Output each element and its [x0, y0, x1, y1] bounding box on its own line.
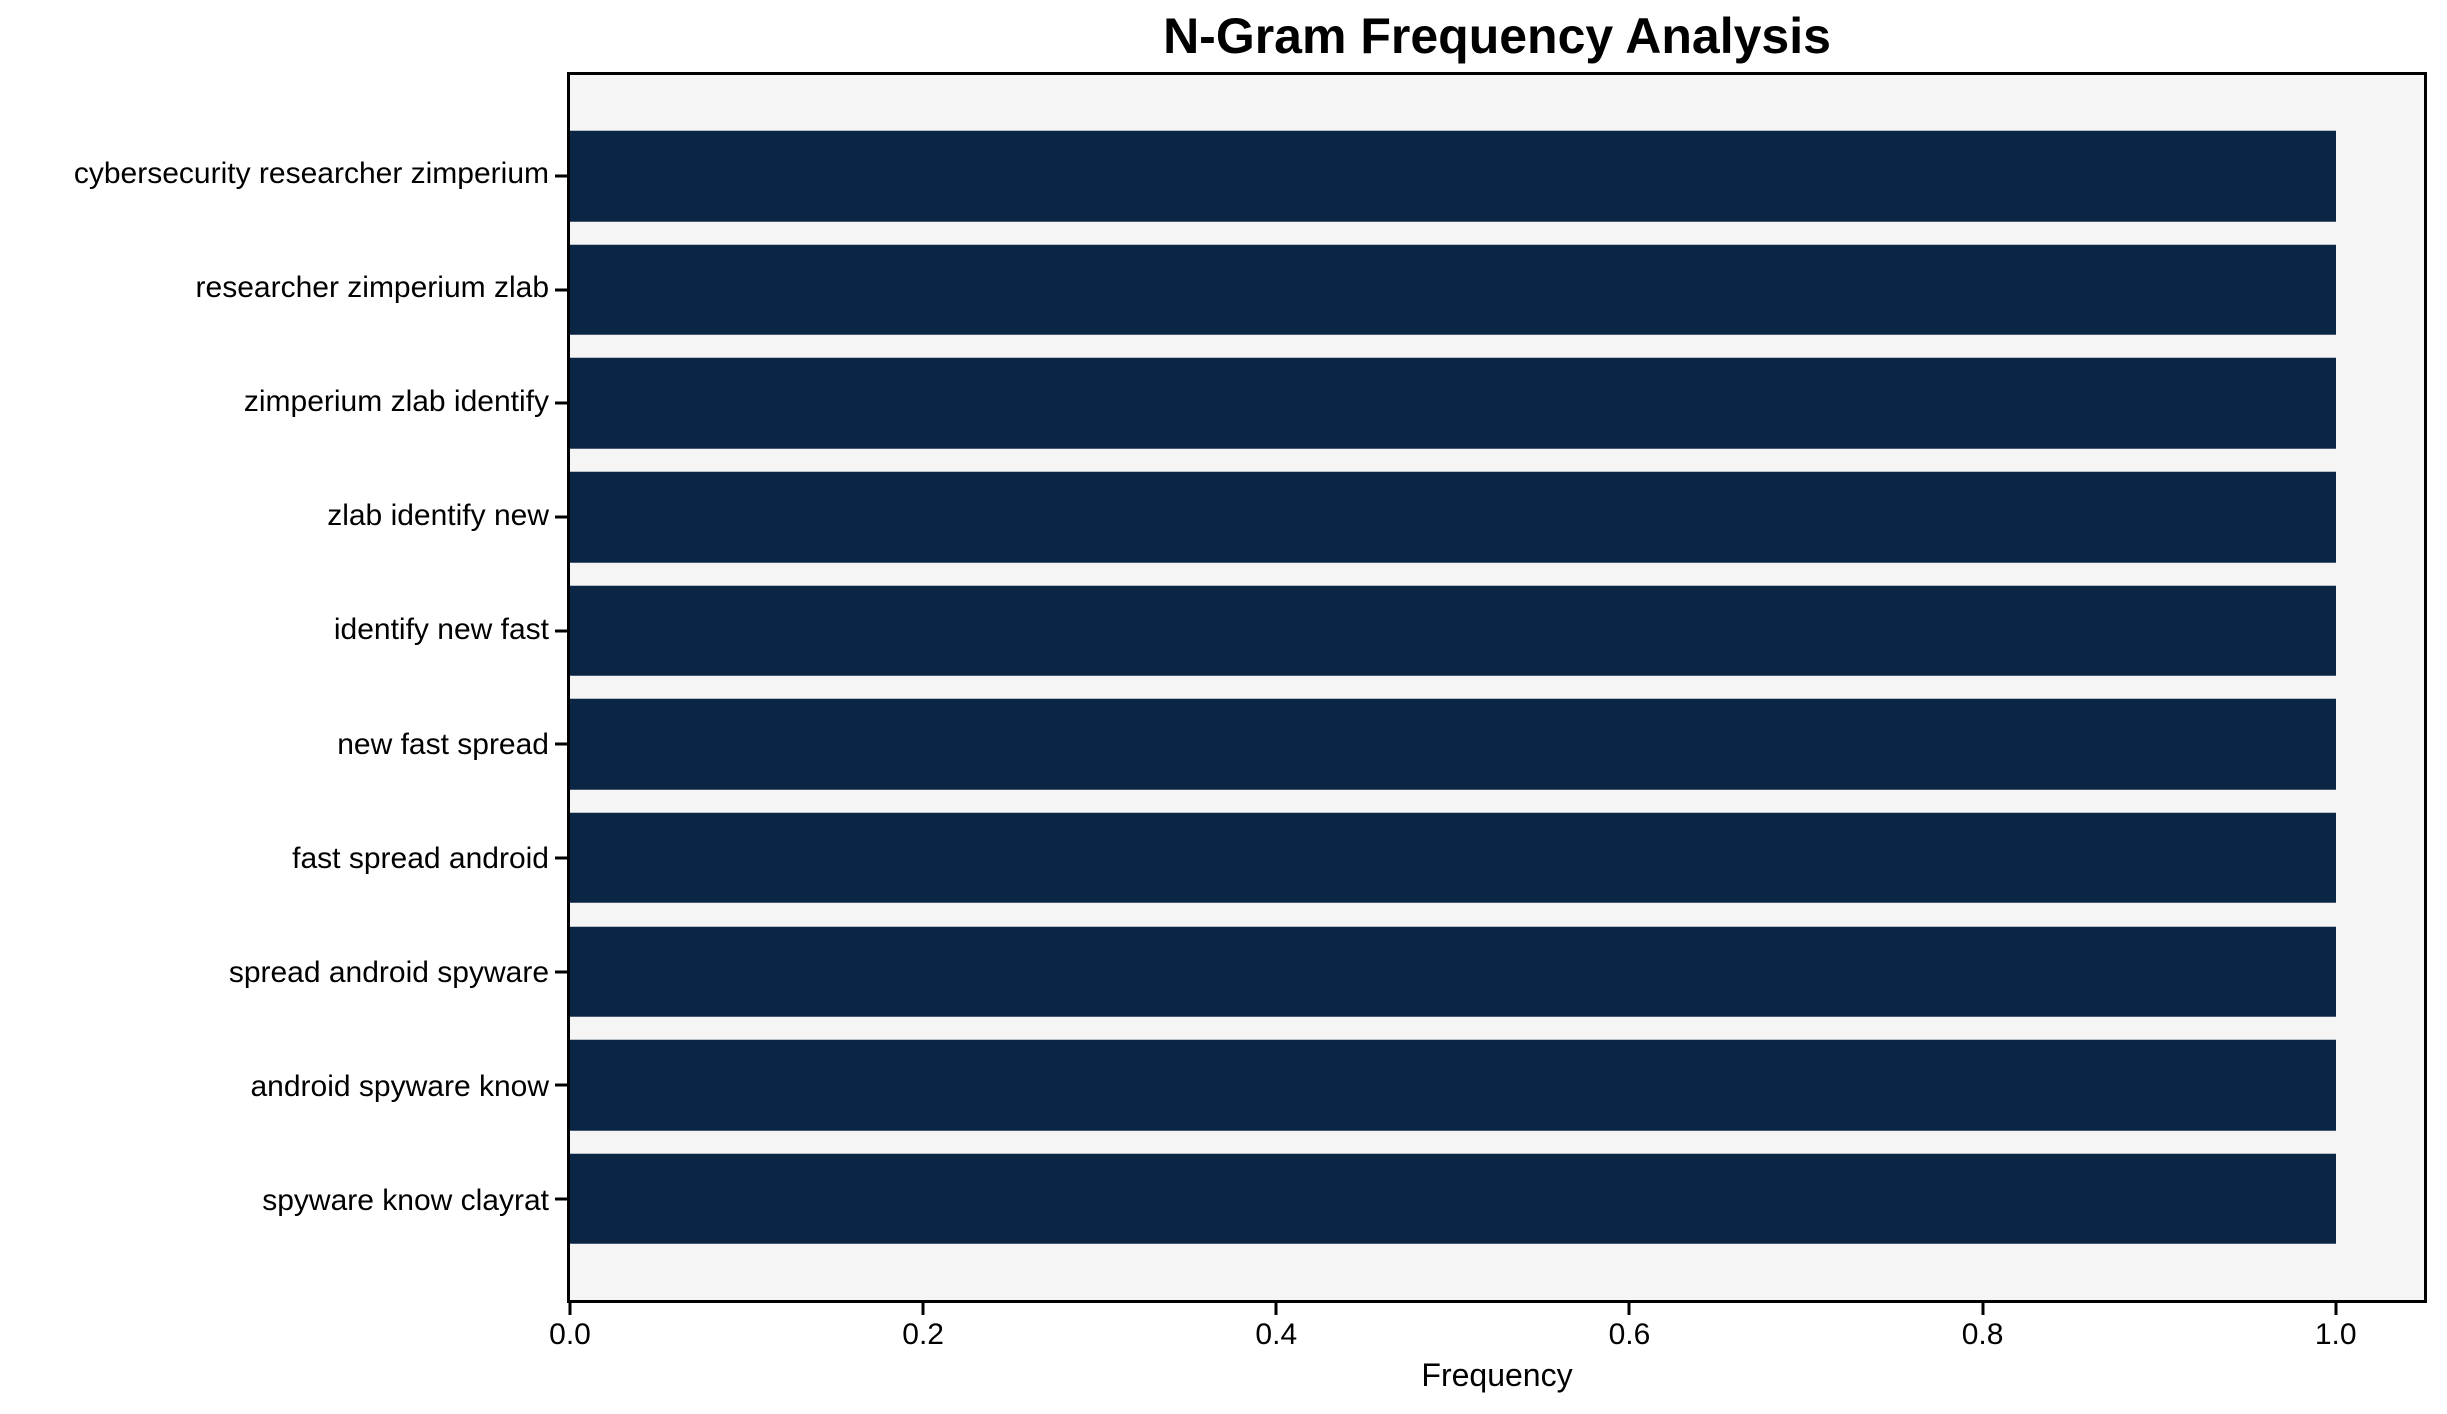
- y-tick-mark: [555, 515, 567, 519]
- y-tick-mark: [555, 742, 567, 746]
- chart-title: N-Gram Frequency Analysis: [1163, 8, 1831, 64]
- y-tick-label: spyware know clayrat: [262, 1184, 549, 1218]
- y-tick-mark: [555, 1197, 567, 1201]
- x-axis-label: Frequency: [1421, 1357, 1573, 1393]
- x-tick-label: 1.0: [2314, 1318, 2357, 1351]
- bar: [570, 585, 2336, 676]
- y-tick-mark: [555, 856, 567, 860]
- y-tick-mark: [555, 1083, 567, 1087]
- bar: [570, 358, 2336, 449]
- x-tick-mark: [568, 1303, 572, 1315]
- y-axis: cybersecurity researcher zimperium resear…: [0, 72, 549, 1303]
- y-tick-label: zlab identify new: [327, 499, 549, 533]
- bar: [570, 130, 2336, 222]
- y-tick-label: cybersecurity researcher zimperium: [73, 156, 549, 190]
- x-tick-mark: [1981, 1303, 1985, 1315]
- bar: [570, 244, 2336, 335]
- x-tick-mark: [921, 1303, 925, 1315]
- y-tick-mark: [555, 174, 567, 178]
- x-tick-mark: [1274, 1303, 1278, 1315]
- bar: [570, 1153, 2336, 1245]
- x-tick-label: 0.4: [1255, 1318, 1298, 1351]
- x-tick-mark: [2334, 1303, 2338, 1315]
- y-tick-label: android spyware know: [250, 1070, 550, 1104]
- y-tick-label: spread android spyware: [228, 956, 549, 990]
- x-tick-label: 0.6: [1608, 1318, 1651, 1351]
- x-tick-mark: [1627, 1303, 1631, 1315]
- y-tick-label: zimperium zlab identify: [243, 384, 549, 418]
- plot-area: 0.0 0.2 0.4 0.6 0.8 1.0: [549, 72, 2427, 1351]
- y-tick-label: fast spread android: [292, 841, 549, 875]
- bar: [570, 1040, 2336, 1131]
- x-tick-label: 0.2: [902, 1318, 944, 1351]
- y-tick-label: identify new fast: [333, 613, 549, 647]
- x-tick-label: 0.8: [1961, 1318, 2004, 1351]
- bar: [570, 812, 2336, 904]
- y-tick-mark: [555, 970, 567, 974]
- y-tick-label: researcher zimperium zlab: [195, 270, 549, 304]
- y-tick-mark: [555, 629, 567, 633]
- x-tick-label: 0.0: [549, 1318, 591, 1351]
- bar: [570, 471, 2336, 563]
- y-tick-label: new fast spread: [337, 727, 549, 761]
- bar: [570, 926, 2336, 1017]
- bar: [570, 699, 2336, 790]
- y-tick-mark: [555, 288, 567, 292]
- y-tick-mark: [555, 401, 567, 405]
